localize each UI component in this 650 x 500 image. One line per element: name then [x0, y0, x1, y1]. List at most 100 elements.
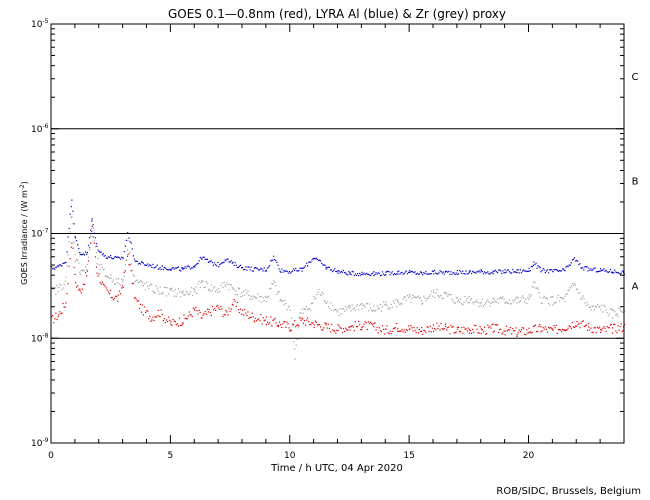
data-point: [588, 326, 590, 328]
data-point: [528, 270, 530, 272]
data-point: [349, 329, 351, 331]
data-point: [137, 300, 139, 302]
y-tick-base: 10: [31, 230, 43, 240]
data-point: [282, 323, 284, 325]
data-point: [57, 264, 59, 267]
data-point: [249, 298, 251, 300]
data-point: [338, 270, 340, 272]
data-point: [305, 262, 308, 264]
data-point: [378, 327, 380, 329]
data-point: [91, 218, 93, 220]
data-point: [494, 300, 497, 303]
data-point: [381, 325, 384, 327]
data-point: [613, 309, 615, 311]
data-point: [343, 271, 346, 274]
data-point: [242, 295, 244, 297]
data-point: [55, 266, 57, 269]
data-point: [312, 322, 314, 324]
y-axis-label-close: ): [20, 181, 29, 184]
data-point: [454, 331, 456, 334]
data-point: [288, 270, 290, 273]
data-point: [563, 297, 565, 299]
data-point: [362, 304, 364, 307]
data-point: [304, 265, 307, 267]
data-point: [397, 271, 399, 273]
data-point: [429, 293, 431, 296]
data-point: [315, 297, 317, 299]
data-point: [578, 292, 580, 294]
data-point: [572, 326, 575, 328]
data-point: [196, 263, 198, 265]
data-point: [527, 270, 529, 273]
data-point: [472, 301, 474, 303]
data-point: [308, 308, 311, 310]
data-point: [407, 325, 410, 327]
data-point: [170, 289, 172, 291]
data-point: [92, 224, 94, 226]
data-point: [434, 327, 436, 330]
data-point: [73, 223, 75, 225]
data-point: [98, 264, 100, 266]
data-point: [378, 272, 380, 275]
data-point: [63, 283, 65, 286]
data-point: [167, 287, 169, 289]
data-point: [187, 293, 189, 296]
data-point: [130, 263, 132, 265]
data-point: [432, 270, 435, 273]
data-point: [501, 333, 503, 335]
data-point: [544, 326, 546, 328]
data-point: [543, 269, 545, 271]
data-point: [311, 259, 313, 261]
data-point: [137, 263, 139, 265]
data-point: [566, 329, 568, 331]
data-point: [199, 311, 201, 313]
data-point: [324, 264, 326, 266]
data-point: [131, 269, 133, 271]
data-point: [88, 236, 91, 239]
data-point: [333, 269, 335, 272]
data-point: [483, 303, 486, 306]
data-point: [491, 271, 493, 274]
data-point: [482, 331, 485, 333]
data-point: [612, 317, 614, 319]
data-point: [338, 325, 340, 327]
data-point: [159, 286, 161, 288]
data-point: [589, 306, 592, 308]
data-point: [227, 314, 229, 316]
data-point: [182, 292, 184, 294]
data-point: [79, 288, 81, 290]
data-point: [528, 267, 530, 269]
data-point: [529, 331, 531, 333]
data-point: [286, 321, 288, 323]
data-point: [274, 317, 276, 319]
data-point: [526, 329, 528, 331]
data-point: [223, 313, 225, 316]
data-point: [80, 292, 82, 294]
data-point: [86, 263, 89, 266]
data-point: [203, 286, 205, 289]
data-point: [236, 301, 238, 304]
data-point: [215, 309, 217, 311]
data-point: [198, 309, 200, 312]
data-point: [62, 287, 64, 289]
data-point: [204, 258, 206, 260]
data-point: [619, 309, 621, 311]
data-point: [164, 321, 167, 324]
data-point: [127, 239, 129, 242]
data-point: [583, 269, 585, 271]
data-point: [207, 311, 210, 313]
data-point: [564, 270, 566, 272]
data-point: [538, 325, 540, 328]
data-point: [614, 323, 616, 325]
data-point: [444, 271, 447, 273]
data-point: [620, 272, 622, 274]
data-point: [442, 297, 444, 299]
data-point: [158, 293, 160, 295]
data-point: [122, 286, 124, 289]
data-point: [279, 270, 281, 272]
data-point: [219, 308, 221, 311]
data-point: [303, 266, 306, 268]
data-point: [287, 323, 289, 325]
data-point: [349, 272, 351, 274]
data-point: [243, 290, 245, 292]
